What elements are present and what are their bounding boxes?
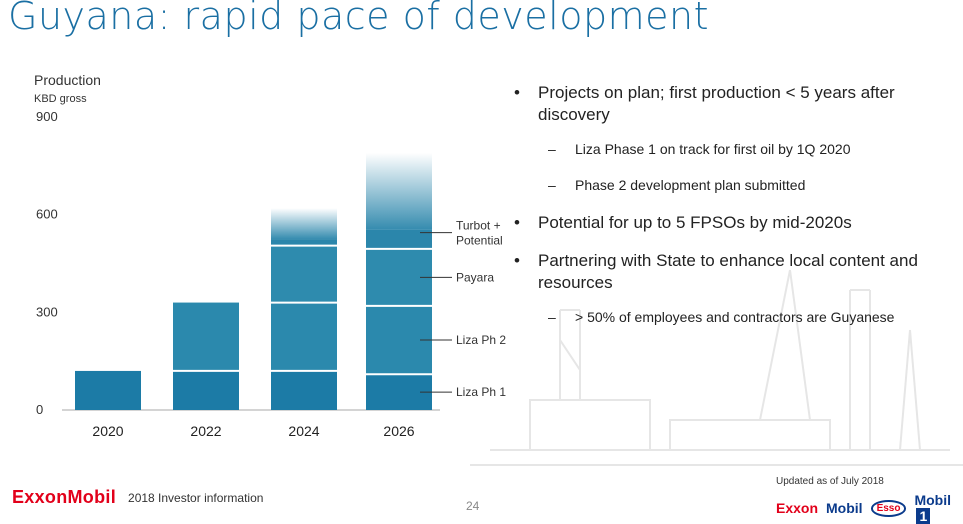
y-tick-label: 900 bbox=[36, 109, 58, 124]
legend-label: Liza Ph 2 bbox=[456, 333, 506, 347]
slide-title: Guyana: rapid pace of development bbox=[8, 0, 709, 38]
exxon-logo: Exxon bbox=[776, 500, 819, 516]
x-tick-label: 2020 bbox=[92, 423, 123, 439]
x-tick-label: 2022 bbox=[190, 423, 221, 439]
production-chart: Production KBD gross 900 600 300 0 2020 2022… bbox=[34, 72, 506, 439]
updated-note: Updated as of July 2018 bbox=[776, 476, 884, 487]
y-tick-label: 600 bbox=[36, 207, 58, 222]
y-axis-unit: KBD gross bbox=[34, 93, 87, 105]
legend-label: Turbot + bbox=[456, 219, 501, 233]
footer-left: ExxonMobil 2018 Investor information bbox=[12, 487, 263, 508]
bullet-2: Potential for up to 5 FPSOs by mid-2020s bbox=[512, 212, 952, 234]
bar-turbot-potential bbox=[271, 239, 337, 246]
esso-logo: Esso bbox=[870, 499, 907, 517]
bullet-list: Projects on plan; first production < 5 y… bbox=[512, 82, 952, 344]
mobil1-logo: Mobil1 bbox=[914, 492, 952, 524]
brand-logos: Exxon Mobil Esso Mobil1 bbox=[776, 492, 963, 524]
legend-label: Liza Ph 1 bbox=[456, 385, 506, 399]
bullet-3: Partnering with State to enhance local c… bbox=[512, 250, 952, 294]
potential-fade-bar bbox=[271, 208, 337, 240]
y-tick-label: 0 bbox=[36, 402, 43, 417]
exxonmobil-logo: ExxonMobil bbox=[12, 487, 117, 507]
bullet-1-sub-1: Liza Phase 1 on track for first oil by 1… bbox=[512, 140, 952, 158]
investor-info: 2018 Investor information bbox=[128, 490, 264, 505]
bar-liza-ph-2 bbox=[271, 302, 337, 371]
bar-liza-ph-1 bbox=[271, 370, 337, 410]
bar-liza-ph-2 bbox=[173, 302, 239, 371]
bullet-1-sub-2: Phase 2 development plan submitted bbox=[512, 176, 952, 194]
page-number: 24 bbox=[466, 499, 480, 513]
bar-liza-ph-1 bbox=[173, 370, 239, 410]
y-axis-label: Production bbox=[34, 72, 101, 88]
y-tick-label: 300 bbox=[36, 304, 58, 319]
legend-label: Potential bbox=[456, 234, 503, 248]
x-tick-label: 2024 bbox=[288, 423, 319, 439]
bar-payara bbox=[271, 245, 337, 303]
potential-fade-bar bbox=[366, 152, 432, 230]
bullet-1: Projects on plan; first production < 5 y… bbox=[512, 82, 952, 126]
mobil-logo: Mobil bbox=[826, 500, 863, 516]
bullet-3-sub-1: > 50% of employees and contractors are G… bbox=[512, 308, 952, 326]
bar-turbot-potential bbox=[366, 229, 432, 249]
legend-label: Payara bbox=[456, 270, 494, 284]
bar-liza-ph-1 bbox=[75, 370, 141, 410]
x-tick-label: 2026 bbox=[383, 423, 414, 439]
